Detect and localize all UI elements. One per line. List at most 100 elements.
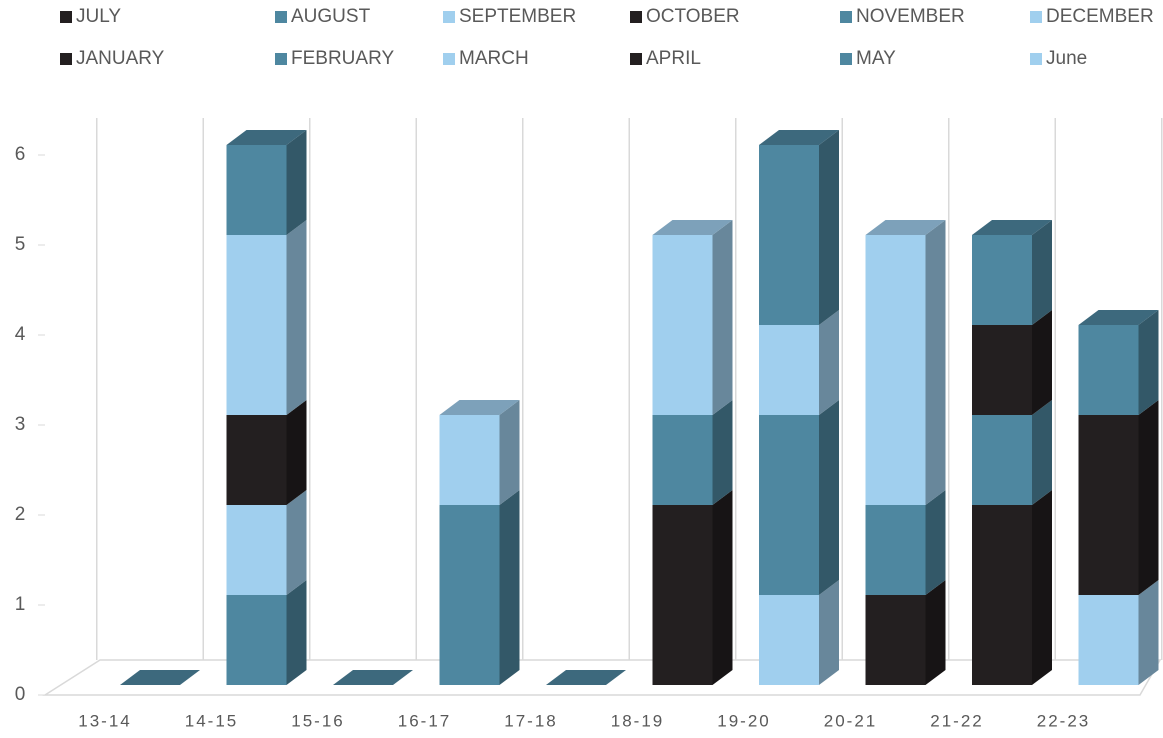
legend-label: AUGUST bbox=[291, 6, 371, 27]
bar-segment bbox=[226, 415, 287, 505]
bar-segment bbox=[759, 415, 819, 595]
bar-segment bbox=[759, 145, 819, 325]
bar-segment bbox=[972, 325, 1032, 415]
x-tick-label: 18-19 bbox=[611, 711, 664, 730]
y-tick-label: 1 bbox=[15, 594, 26, 615]
legend-swatch bbox=[443, 53, 455, 65]
legend-swatch bbox=[630, 53, 642, 65]
legend-label: FEBRUARY bbox=[291, 48, 394, 69]
x-tick-label: 20-21 bbox=[824, 711, 877, 730]
bar-segment bbox=[226, 505, 287, 595]
legend-swatch bbox=[443, 11, 455, 23]
legend-label: MARCH bbox=[459, 48, 529, 69]
bar-side bbox=[819, 400, 839, 595]
bar-side bbox=[819, 310, 839, 415]
bar-side bbox=[286, 580, 307, 685]
legend-swatch bbox=[60, 53, 72, 65]
bar-top bbox=[439, 400, 520, 415]
bar-side bbox=[1138, 400, 1159, 595]
y-tick-label: 3 bbox=[15, 414, 26, 435]
x-tick-label: 13-14 bbox=[78, 711, 131, 730]
bar-segment bbox=[972, 505, 1032, 685]
bar-side bbox=[1138, 310, 1159, 415]
x-tick-label: 14-15 bbox=[185, 711, 238, 730]
bar-segment bbox=[652, 235, 713, 415]
legend-swatch bbox=[840, 11, 852, 23]
bar-segment bbox=[652, 505, 713, 685]
bar-segment bbox=[439, 415, 500, 505]
bar-side bbox=[925, 580, 946, 685]
y-tick-label: 2 bbox=[15, 504, 26, 525]
bar-side bbox=[925, 220, 946, 505]
bar-side bbox=[925, 490, 946, 595]
legend-swatch bbox=[1030, 11, 1042, 23]
bar-top bbox=[120, 670, 200, 685]
bar-side bbox=[1032, 220, 1052, 325]
bar-side bbox=[1138, 580, 1159, 685]
x-tick-label: 21-22 bbox=[930, 711, 983, 730]
legend-label: OCTOBER bbox=[646, 6, 740, 27]
legend-label: JULY bbox=[76, 6, 121, 27]
bar-segment bbox=[226, 145, 287, 235]
bar-top bbox=[333, 670, 413, 685]
bar-top bbox=[972, 220, 1052, 235]
legend-label: JANUARY bbox=[76, 48, 165, 69]
legend-label: DECEMBER bbox=[1046, 6, 1154, 27]
bar-segment bbox=[226, 235, 287, 415]
x-tick-label: 19-20 bbox=[717, 711, 770, 730]
bar-top bbox=[865, 220, 946, 235]
bar-side bbox=[712, 490, 733, 685]
bar-segment bbox=[652, 415, 713, 505]
bar-side bbox=[1032, 400, 1052, 505]
x-tick-label: 17-18 bbox=[504, 711, 557, 730]
bar-top bbox=[652, 220, 733, 235]
bar-segment bbox=[226, 595, 287, 685]
legend-swatch bbox=[275, 53, 287, 65]
bar-top bbox=[546, 670, 626, 685]
bar-segment bbox=[759, 325, 819, 415]
legend-swatch bbox=[840, 53, 852, 65]
bar-segment bbox=[759, 595, 819, 685]
legend-label: MAY bbox=[856, 48, 896, 69]
bar-top bbox=[226, 130, 307, 145]
legend-label: SEPTEMBER bbox=[459, 6, 576, 27]
bar-segment bbox=[972, 235, 1032, 325]
bar-side bbox=[712, 220, 733, 415]
bar-segment bbox=[1078, 415, 1139, 595]
bar-side bbox=[286, 130, 307, 235]
y-tick-label: 4 bbox=[15, 324, 26, 345]
bar-side bbox=[712, 400, 733, 505]
bar-segment bbox=[439, 505, 500, 685]
bar-segment bbox=[1078, 595, 1139, 685]
legend-swatch bbox=[275, 11, 287, 23]
legend-swatch bbox=[60, 11, 72, 23]
bar-segment bbox=[865, 235, 926, 505]
bar-side bbox=[286, 490, 307, 595]
bar-side bbox=[1032, 310, 1052, 415]
x-tick-label: 16-17 bbox=[398, 711, 451, 730]
legend-swatch bbox=[1030, 53, 1042, 65]
legend-swatch bbox=[630, 11, 642, 23]
y-tick-label: 0 bbox=[15, 684, 26, 705]
bar-segment bbox=[865, 505, 926, 595]
bar-segment bbox=[972, 415, 1032, 505]
bar-side bbox=[819, 130, 839, 325]
x-tick-label: 15-16 bbox=[291, 711, 344, 730]
y-tick-label: 5 bbox=[15, 234, 26, 255]
bar-side bbox=[286, 400, 307, 505]
legend-label: June bbox=[1046, 48, 1087, 69]
bar-side bbox=[819, 580, 839, 685]
bar-segment bbox=[865, 595, 926, 685]
bar-top bbox=[1078, 310, 1159, 325]
legend-label: APRIL bbox=[646, 48, 701, 69]
bar-side bbox=[499, 490, 520, 685]
floor bbox=[42, 659, 1162, 696]
legend-label: NOVEMBER bbox=[856, 6, 965, 27]
bar-side bbox=[499, 400, 520, 505]
x-tick-label: 22-23 bbox=[1037, 711, 1090, 730]
bar-top bbox=[759, 130, 839, 145]
bar-side bbox=[1032, 490, 1052, 685]
y-tick-label: 6 bbox=[15, 144, 26, 165]
bar-side bbox=[286, 220, 307, 415]
